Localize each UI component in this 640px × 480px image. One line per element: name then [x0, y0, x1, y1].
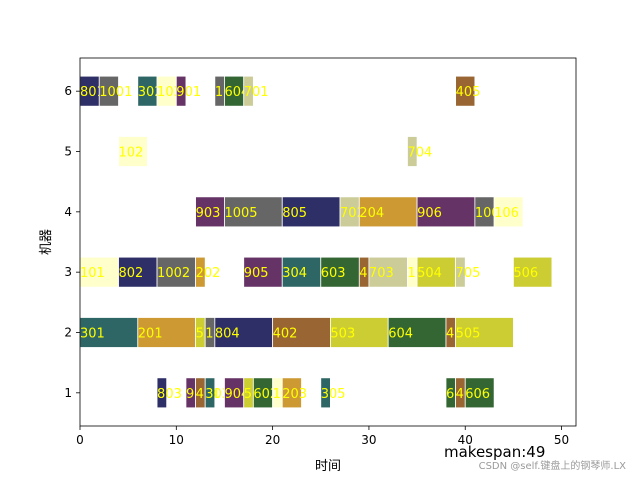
task-bar-504 [416, 256, 457, 288]
x-tick-label: 10 [169, 433, 184, 447]
watermark: CSDN @self.键盘上的钢琴师.LX [479, 459, 627, 472]
task-bar-304 [281, 256, 322, 288]
task-bar-1002 [156, 256, 196, 288]
task-label: 804 [215, 326, 240, 341]
task-bar-1005 [224, 196, 283, 228]
task-bar-905 [243, 256, 283, 288]
task-label: 604 [388, 326, 413, 341]
task-bar-102 [118, 136, 148, 167]
task-bar-901 [175, 75, 187, 107]
y-tick-label: 4 [64, 205, 72, 219]
task-bar-603 [320, 256, 360, 288]
task-label: 1001 [99, 85, 132, 100]
task-bar-705 [455, 256, 466, 288]
task-label: 405 [456, 85, 481, 100]
task-bar-305 [320, 377, 331, 409]
task-label: 905 [244, 266, 269, 281]
task-label: 906 [417, 206, 442, 221]
task-bar-301 [79, 317, 139, 348]
task-bar-106 [493, 196, 524, 228]
task-label: 803 [157, 387, 182, 402]
task-bars: 8011001302103901100604701405102704903100… [79, 75, 553, 409]
task-bar-906 [416, 196, 476, 228]
task-label: 106 [494, 206, 519, 221]
task-label: 901 [176, 85, 201, 100]
axis-ticks: 0 10 20 30 40 50 1 2 3 4 5 6 [64, 84, 569, 447]
task-bar-503 [330, 317, 389, 348]
task-bar-701 [243, 75, 254, 107]
task-label: 802 [119, 266, 144, 281]
task-label: 604 [224, 85, 249, 100]
x-tick-label: 50 [554, 433, 569, 447]
task-label: 603 [321, 266, 346, 281]
x-tick-label: 30 [361, 433, 376, 447]
task-label: 701 [244, 85, 269, 100]
task-bar-203 [281, 377, 302, 409]
task-label: 203 [282, 387, 307, 402]
makespan-text: makespan:49 [444, 443, 545, 461]
task-label: 1005 [224, 206, 257, 221]
task-label: 702 [340, 206, 365, 221]
task-label: 504 [417, 266, 442, 281]
task-label: 304 [282, 266, 307, 281]
task-label: 805 [282, 206, 307, 221]
y-tick-label: 3 [64, 265, 72, 279]
task-label: 303 [205, 387, 230, 402]
task-bar-604 [387, 317, 447, 348]
task-bar-202 [195, 256, 206, 288]
task-bar-101 [79, 256, 119, 288]
task-bar-703 [368, 256, 408, 288]
task-bar-505 [455, 317, 514, 348]
y-tick-label: 1 [64, 386, 72, 400]
task-label: 301 [80, 326, 105, 341]
y-tick-label: 2 [64, 325, 72, 339]
plot-frame [79, 57, 577, 427]
task-label: 103 [157, 85, 182, 100]
x-tick-label: 0 [76, 433, 84, 447]
task-label: 606 [465, 387, 490, 402]
task-label: 506 [513, 266, 538, 281]
task-label: 705 [456, 266, 481, 281]
task-label: 903 [196, 206, 221, 221]
task-bar-402 [272, 317, 331, 348]
task-label: 201 [138, 326, 163, 341]
task-bar-405 [455, 75, 476, 107]
task-label: 602 [253, 387, 278, 402]
task-bar-802 [118, 256, 158, 288]
task-label: 505 [456, 326, 481, 341]
task-label: 503 [330, 326, 355, 341]
x-axis-title: 时间 [315, 459, 341, 474]
task-label: 101 [80, 266, 105, 281]
task-label: 1002 [157, 266, 190, 281]
task-bar-1001 [98, 75, 119, 107]
y-axis-title: 机器 [39, 229, 54, 255]
task-label: 904 [224, 387, 249, 402]
task-label: 801 [80, 85, 105, 100]
task-label: 204 [359, 206, 384, 221]
task-bar-606 [464, 377, 495, 409]
task-label: 704 [407, 146, 432, 161]
y-tick-label: 5 [64, 145, 72, 159]
task-bar-303 [204, 377, 216, 409]
task-bar-704 [407, 136, 418, 167]
x-tick-label: 20 [265, 433, 280, 447]
task-label: 703 [369, 266, 394, 281]
task-bar-204 [358, 196, 418, 228]
x-tick-label: 40 [458, 433, 473, 447]
task-label: 302 [138, 85, 163, 100]
task-bar-506 [512, 256, 553, 288]
task-label: 305 [321, 387, 346, 402]
task-bar-803 [156, 377, 168, 409]
task-label: 102 [119, 146, 144, 161]
task-label: 402 [273, 326, 298, 341]
task-bar-201 [137, 317, 196, 348]
task-label: 202 [196, 266, 221, 281]
y-tick-label: 6 [64, 84, 72, 98]
